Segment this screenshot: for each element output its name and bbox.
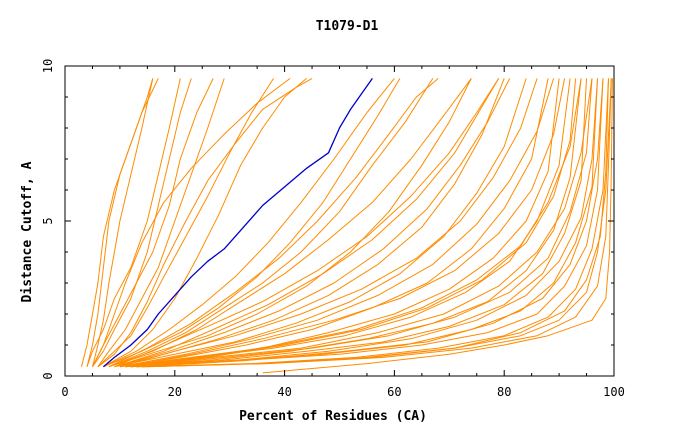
series-line-38 xyxy=(114,78,500,368)
series-line-7 xyxy=(97,78,225,367)
series-line-26 xyxy=(125,78,582,368)
series-line-16 xyxy=(119,78,560,368)
series-line-28 xyxy=(136,78,598,368)
x-tick-label: 60 xyxy=(387,385,401,399)
series-line-12 xyxy=(108,78,472,368)
series-line-11 xyxy=(108,78,434,368)
series-line-10 xyxy=(103,78,395,368)
tick-layer: 0 20 40 60 80 100 0 5 10 xyxy=(41,59,625,399)
y-tick-label: 5 xyxy=(41,217,55,224)
series-line-35 xyxy=(136,78,593,368)
series-line-21 xyxy=(136,78,604,368)
series-line-29 xyxy=(141,78,604,368)
series-line-42 xyxy=(97,77,313,368)
series-line-32 xyxy=(119,78,538,368)
series-line-19 xyxy=(130,78,587,368)
series-line-18 xyxy=(125,78,582,368)
series-line-4 xyxy=(86,78,181,367)
series-line-15 xyxy=(119,78,549,368)
series-line-41 xyxy=(262,78,613,374)
series-line-36 xyxy=(103,78,401,368)
x-tick-label: 40 xyxy=(277,385,291,399)
series-line-5 xyxy=(92,78,192,367)
series-line-37 xyxy=(108,78,439,368)
series-line-27 xyxy=(130,78,593,368)
series-line-24 xyxy=(114,78,511,368)
series-line-33 xyxy=(125,78,566,368)
series-line-2 xyxy=(86,78,159,367)
series-line-9 xyxy=(103,78,307,368)
series-line-31 xyxy=(114,78,500,368)
x-axis-label: Percent of Residues (CA) xyxy=(239,409,427,424)
x-tick-label: 0 xyxy=(61,385,68,399)
series-line-6 xyxy=(92,78,214,367)
series-layer xyxy=(81,77,613,374)
series-line-40 xyxy=(147,78,612,368)
x-tick-label: 80 xyxy=(497,385,511,399)
series-line-3 xyxy=(92,78,154,367)
series-line-14 xyxy=(114,78,527,368)
series-line-34 xyxy=(130,78,577,368)
series-line-25 xyxy=(119,78,555,368)
highlight-series-line xyxy=(102,78,373,368)
y-tick-label: 10 xyxy=(41,59,55,73)
x-tick-label: 20 xyxy=(168,385,182,399)
y-axis-label: Distance Cutoff, A xyxy=(20,161,35,302)
y-tick-label: 0 xyxy=(41,372,55,379)
series-line-39 xyxy=(141,78,609,368)
x-tick-label: 100 xyxy=(603,385,625,399)
series-line-43 xyxy=(92,78,291,367)
chart-title: T1079-D1 xyxy=(316,19,379,34)
